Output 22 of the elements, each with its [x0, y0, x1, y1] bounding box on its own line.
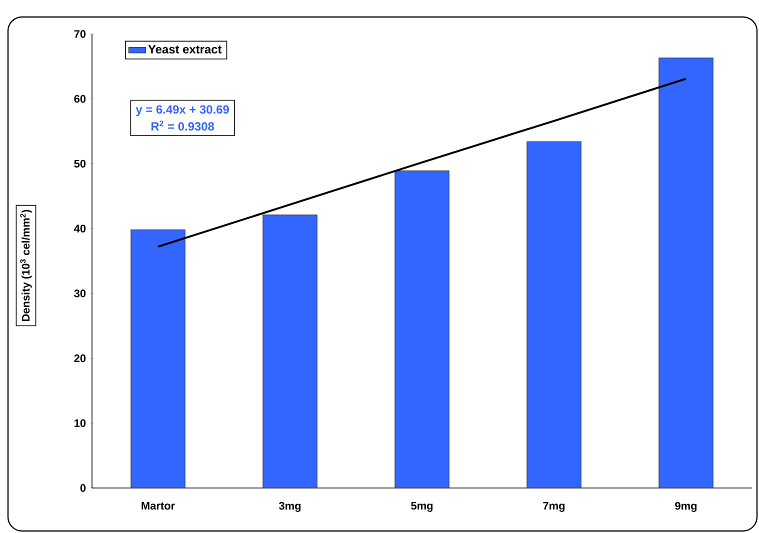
y-tick-label: 10 — [74, 419, 86, 428]
annotation: R$^{2}$ = 0.9308 — [151, 120, 214, 131]
bar — [526, 141, 582, 488]
y-tick-label: 0 — [80, 484, 86, 492]
x-tick-label: 7mg — [543, 502, 565, 512]
y-tick-label: 20 — [74, 354, 86, 362]
y-tick-label: 70 — [74, 30, 86, 38]
y-tick-label: 40 — [74, 224, 86, 232]
x-tick-label: 3mg — [278, 502, 301, 512]
bar — [262, 214, 318, 488]
bar — [130, 230, 186, 488]
x-tick-label: Martor — [142, 502, 175, 510]
annotation: y = 6.49x + 30.69 — [136, 105, 229, 116]
y-tick-label: 30 — [74, 290, 86, 298]
bar — [658, 58, 714, 488]
y-tick-label: 50 — [74, 160, 86, 168]
y-axis-title: Density (10$^{3}$ cel/mm$^{2}$) — [20, 210, 32, 322]
x-tick-label: 5mg — [411, 502, 433, 512]
legend-label: Yeast extract — [148, 45, 222, 54]
bar — [394, 170, 450, 488]
x-tick-label: 9mg — [675, 502, 697, 512]
y-tick-label: 60 — [74, 94, 86, 103]
